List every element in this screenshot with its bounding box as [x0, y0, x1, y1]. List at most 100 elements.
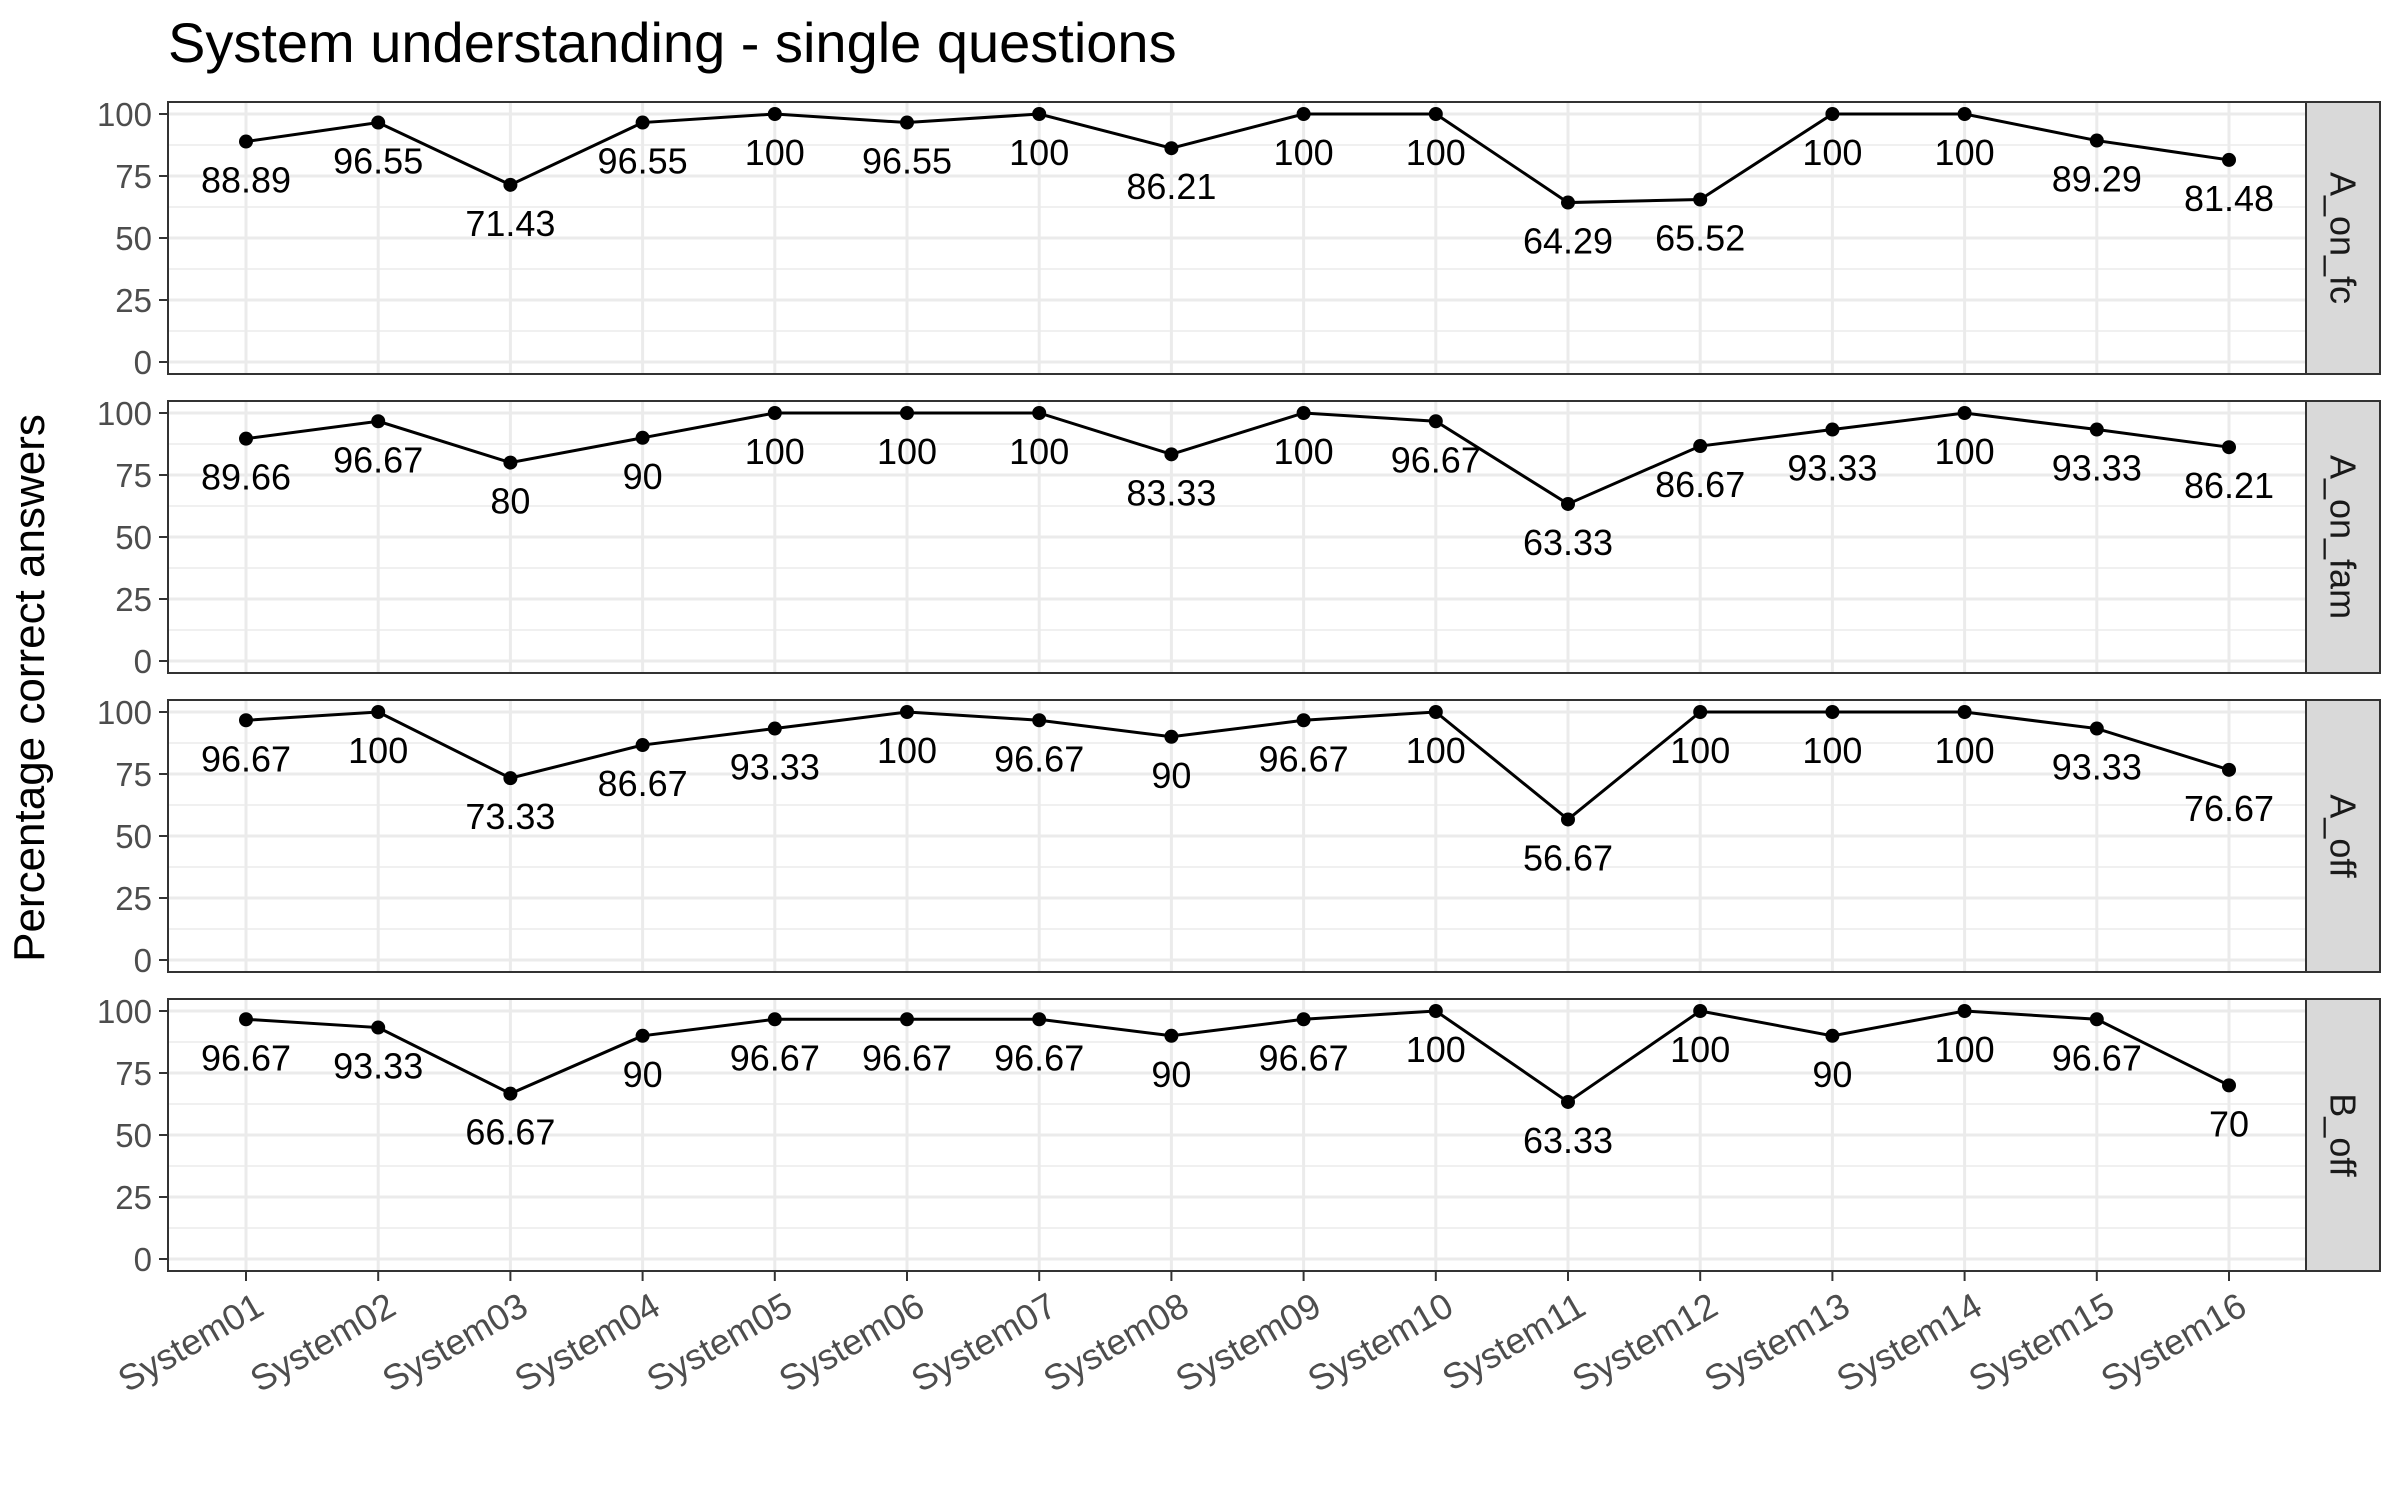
y-tick-label: 25 [115, 1179, 152, 1216]
data-label: 73.33 [465, 796, 555, 837]
data-point [900, 1012, 914, 1027]
data-point [1693, 1004, 1708, 1018]
data-label: 100 [1274, 431, 1334, 472]
data-label: 90 [1151, 755, 1191, 796]
data-label: 100 [1935, 132, 1995, 173]
x-tick-label: System14 [1829, 1284, 1988, 1400]
data-point [503, 771, 518, 786]
data-label: 100 [745, 431, 805, 472]
data-label: 90 [1812, 1054, 1852, 1095]
data-point [2222, 152, 2236, 167]
data-label: 81.48 [2184, 178, 2274, 219]
data-label: 63.33 [1523, 1120, 1613, 1161]
x-tick-label: System15 [1962, 1284, 2121, 1400]
data-point [371, 1020, 386, 1035]
data-point [1825, 1028, 1840, 1043]
data-point [239, 713, 253, 728]
y-axis-label: Percentage correct answers [5, 414, 54, 962]
data-point [1296, 107, 1311, 121]
y-tick-label: 75 [115, 158, 152, 195]
data-point [635, 738, 650, 753]
y-tick-label: 25 [115, 581, 152, 618]
data-point [503, 1086, 518, 1101]
data-point [1428, 107, 1443, 121]
facet-strip-label: A_on_fc [2323, 172, 2364, 304]
series-line-A_off [245, 710, 2230, 822]
data-point [1825, 705, 1840, 719]
data-point [767, 1012, 782, 1027]
data-point [1693, 439, 1708, 454]
data-label: 100 [1009, 132, 1069, 173]
data-label: 100 [1406, 132, 1466, 173]
data-label: 100 [1935, 730, 1995, 771]
data-point [2222, 1078, 2236, 1093]
x-tick-label: System05 [640, 1284, 799, 1400]
y-tick-label: 100 [97, 694, 152, 731]
data-label: 100 [1935, 1029, 1995, 1070]
data-label: 100 [745, 132, 805, 173]
data-label: 96.55 [598, 141, 688, 182]
x-axis: System01System02System03System04System05… [111, 1271, 2253, 1400]
x-tick-label: System11 [1435, 1284, 1592, 1398]
data-point [2089, 721, 2104, 736]
data-label: 96.67 [994, 738, 1084, 779]
data-point [1561, 195, 1575, 210]
data-point [2089, 133, 2104, 148]
data-point [371, 115, 386, 130]
data-label: 96.55 [333, 141, 423, 182]
data-label: 86.67 [1655, 464, 1745, 505]
facet-panel-B_off: 0 25 50 75 100 96.67 93.33 66.67 90 96.67 96.67 96.… [97, 993, 2381, 1278]
chart-title: System understanding - single questions [168, 11, 1177, 74]
data-point [1957, 107, 1972, 121]
series-line-A_on_fam [245, 411, 2230, 506]
data-point [767, 107, 782, 121]
y-tick-label: 25 [115, 880, 152, 917]
data-point [900, 406, 914, 420]
y-tick-label: 50 [115, 818, 152, 855]
data-point [371, 414, 386, 429]
data-label: 83.33 [1126, 472, 1216, 513]
x-tick-label: System07 [904, 1284, 1063, 1400]
data-point [635, 430, 650, 445]
data-point [1032, 406, 1047, 420]
data-point [635, 115, 650, 130]
data-label: 100 [877, 431, 937, 472]
data-point [767, 721, 782, 736]
y-tick-label: 0 [134, 1241, 152, 1278]
data-point [503, 177, 518, 192]
x-tick-label: System12 [1565, 1284, 1724, 1400]
data-label: 96.67 [201, 1037, 291, 1078]
data-point [1296, 713, 1311, 728]
data-label: 100 [1406, 1029, 1466, 1070]
data-label: 66.67 [465, 1112, 555, 1153]
data-label: 100 [1670, 1029, 1730, 1070]
data-point [2089, 422, 2104, 437]
data-label: 96.67 [1259, 1037, 1349, 1078]
x-tick-label: System09 [1168, 1284, 1327, 1400]
data-label: 86.21 [2184, 465, 2274, 506]
data-label: 88.89 [201, 160, 291, 201]
data-point [1428, 1004, 1443, 1018]
data-point [2222, 440, 2236, 455]
y-tick-label: 50 [115, 1117, 152, 1154]
series-line-B_off [245, 1009, 2230, 1104]
data-point [1561, 496, 1575, 511]
facet-strip [2305, 101, 2381, 375]
x-tick-label: System02 [243, 1284, 402, 1400]
data-point [503, 455, 518, 470]
data-label: 70 [2209, 1103, 2249, 1144]
data-point [1825, 107, 1840, 121]
y-tick-label: 0 [134, 344, 152, 381]
y-tick-label: 75 [115, 1055, 152, 1092]
data-point [1032, 107, 1047, 121]
data-label: 90 [1151, 1054, 1191, 1095]
data-label: 71.43 [465, 203, 555, 244]
data-point [1825, 422, 1840, 437]
data-point [1164, 141, 1179, 156]
data-point [1428, 414, 1443, 429]
data-label: 89.29 [2052, 159, 2142, 200]
series-line-A_on_fc [245, 112, 2230, 205]
data-label: 96.67 [333, 439, 423, 480]
x-tick-label: System13 [1697, 1284, 1856, 1400]
data-point [239, 134, 253, 149]
